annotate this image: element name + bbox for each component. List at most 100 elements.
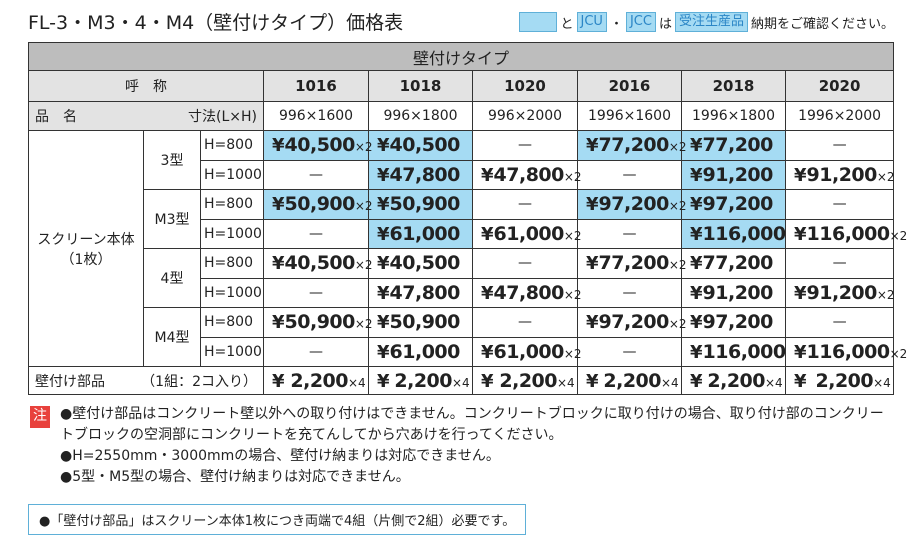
price-cell: ¥2,200 ×4	[784, 366, 895, 395]
price-cell: —	[577, 159, 682, 190]
price: ¥47,800	[369, 164, 472, 186]
price: ¥91,200	[682, 164, 785, 186]
table-row: 壁付け部品 （1組：2コ入り） ¥2,200 ×4 ¥2,200 ×4 ¥2,200 ×4 ¥2…	[28, 366, 895, 395]
size: 1996×1600	[577, 101, 682, 131]
price-value: 40,500	[284, 252, 356, 275]
multiplier: ×2	[668, 199, 687, 214]
height: H=1000	[200, 277, 264, 308]
legend-tag: 受注生産品	[674, 12, 748, 32]
price-value: 50,900	[389, 311, 461, 334]
price: ¥50,900 ×2	[264, 311, 373, 333]
price-value: 61,000	[389, 340, 461, 363]
multiplier: ×2	[563, 287, 582, 302]
price-value: 91,200	[806, 163, 878, 186]
price: ¥91,200 ×2	[786, 281, 895, 304]
currency: ¥	[272, 253, 285, 275]
price-value: 40,500	[284, 134, 356, 157]
height: H=800	[200, 248, 264, 279]
multiplier: ×4	[873, 375, 891, 390]
size: 996×2000	[472, 101, 578, 131]
price: ¥2,200 ×4	[682, 370, 785, 392]
price-value: 77,200	[702, 134, 774, 157]
model-code: 2016	[577, 70, 682, 102]
price: ¥97,200 ×2	[578, 193, 687, 216]
currency: ¥	[377, 194, 390, 216]
price-value: 91,200	[702, 281, 774, 304]
price-cell: ¥2,200 ×4	[472, 366, 578, 395]
price-cell: ¥91,200	[681, 159, 786, 190]
price-cell: ¥77,200	[681, 130, 786, 161]
price: ¥77,200	[682, 134, 785, 156]
parts-cell: 壁付け部品 （1組：2コ入り）	[28, 366, 264, 395]
multiplier: ×2	[354, 199, 373, 214]
parts-name: 壁付け部品	[35, 373, 105, 390]
price-cell: ¥61,000 ×2	[472, 218, 582, 249]
price: ¥77,200 ×2	[578, 252, 687, 275]
item-header-wrap: 品 名 寸法(L×H)	[35, 106, 257, 126]
price: ¥116,000	[682, 223, 786, 245]
price: ¥2,200 ×4	[473, 370, 577, 392]
legend-tag: JCC	[625, 12, 656, 32]
product-cell: スクリーン本体 （1枚）	[28, 130, 144, 367]
size: 996×1600	[263, 101, 369, 131]
price-cell: —	[577, 277, 682, 308]
price-cell: ¥40,500 ×2	[263, 130, 373, 161]
model-code: 1020	[472, 70, 578, 102]
legend-text: と	[560, 16, 574, 32]
currency: ¥	[377, 370, 390, 392]
currency: ¥	[272, 370, 285, 392]
price-cell: —	[472, 307, 578, 338]
price-cell: ¥116,000	[681, 336, 787, 367]
price-cell: ¥50,900	[368, 189, 473, 220]
price: ¥97,200	[682, 193, 785, 215]
price-cell: ¥2,200 ×4	[577, 366, 682, 395]
price-value: 50,900	[389, 193, 461, 216]
currency: ¥	[481, 164, 494, 186]
size: 1996×2000	[784, 101, 895, 131]
product-name: スクリーン本体	[37, 231, 135, 248]
note-item: ●5型・M5型の場合、壁付け納まりは対応できません。	[60, 469, 410, 485]
price: ¥116,000	[682, 340, 787, 363]
table-row: H=1000— ¥61,000 ¥61,000 ×2— ¥116,000 ¥116,000…	[29, 218, 907, 249]
currency: ¥	[481, 223, 494, 245]
price-cell: ¥97,200	[681, 189, 786, 220]
price: ¥61,000	[369, 341, 472, 363]
parts-wrap: 壁付け部品 （1組：2コ入り）	[29, 371, 263, 391]
price: ¥91,200	[682, 282, 785, 304]
currency: ¥	[586, 135, 599, 157]
price-cell: ¥61,000	[368, 336, 473, 367]
price-cell: ¥77,200	[681, 248, 786, 279]
price: ¥61,000 ×2	[473, 223, 582, 245]
size: 996×1800	[368, 101, 473, 131]
price-cell: —	[263, 277, 369, 308]
price-cell: —	[472, 248, 578, 279]
price-cell: ¥116,000 ×2	[784, 336, 907, 367]
note-mark: 注	[30, 406, 50, 428]
parts-unit: （1組：2コ入り）	[141, 373, 257, 390]
price-cell: ¥116,000 ×2	[784, 218, 907, 249]
table-row: スクリーン本体 （1枚） 3型 H=800 ¥40,500 ×2 ¥40,500— ¥77,2…	[28, 130, 895, 367]
price-value: 97,200	[598, 193, 670, 216]
multiplier: ×2	[354, 317, 373, 332]
price-cell: ¥91,200	[681, 277, 786, 308]
price-value: 116,000	[702, 340, 787, 363]
price-cell: —	[263, 159, 369, 190]
note-item: ●壁付け部品はコンクリート壁以外への取り付けはできません。コンクリートブロックに…	[60, 406, 884, 443]
price: ¥2,200 ×4	[369, 370, 472, 392]
multiplier: ×2	[563, 346, 582, 361]
price-cell: ¥2,200 ×4	[368, 366, 473, 395]
title: FL-3・M3・4・M4（壁付けタイプ）価格表	[28, 12, 404, 34]
currency: ¥	[586, 194, 599, 216]
multiplier: ×2	[668, 140, 687, 155]
price: ¥2,200 ×4	[264, 370, 368, 392]
currency: ¥	[481, 341, 494, 363]
notes: 注 ●壁付け部品はコンクリート壁以外への取り付けはできません。コンクリートブロッ…	[30, 404, 890, 488]
currency: ¥	[794, 370, 807, 392]
multiplier: ×4	[557, 375, 575, 390]
currency: ¥	[586, 253, 599, 275]
price-value: 91,200	[806, 281, 878, 304]
price-cell: —	[577, 336, 682, 367]
price-value: 50,900	[284, 193, 356, 216]
table-row: H=1000— ¥61,000 ¥61,000 ×2— ¥116,000 ¥116,000…	[29, 336, 907, 367]
